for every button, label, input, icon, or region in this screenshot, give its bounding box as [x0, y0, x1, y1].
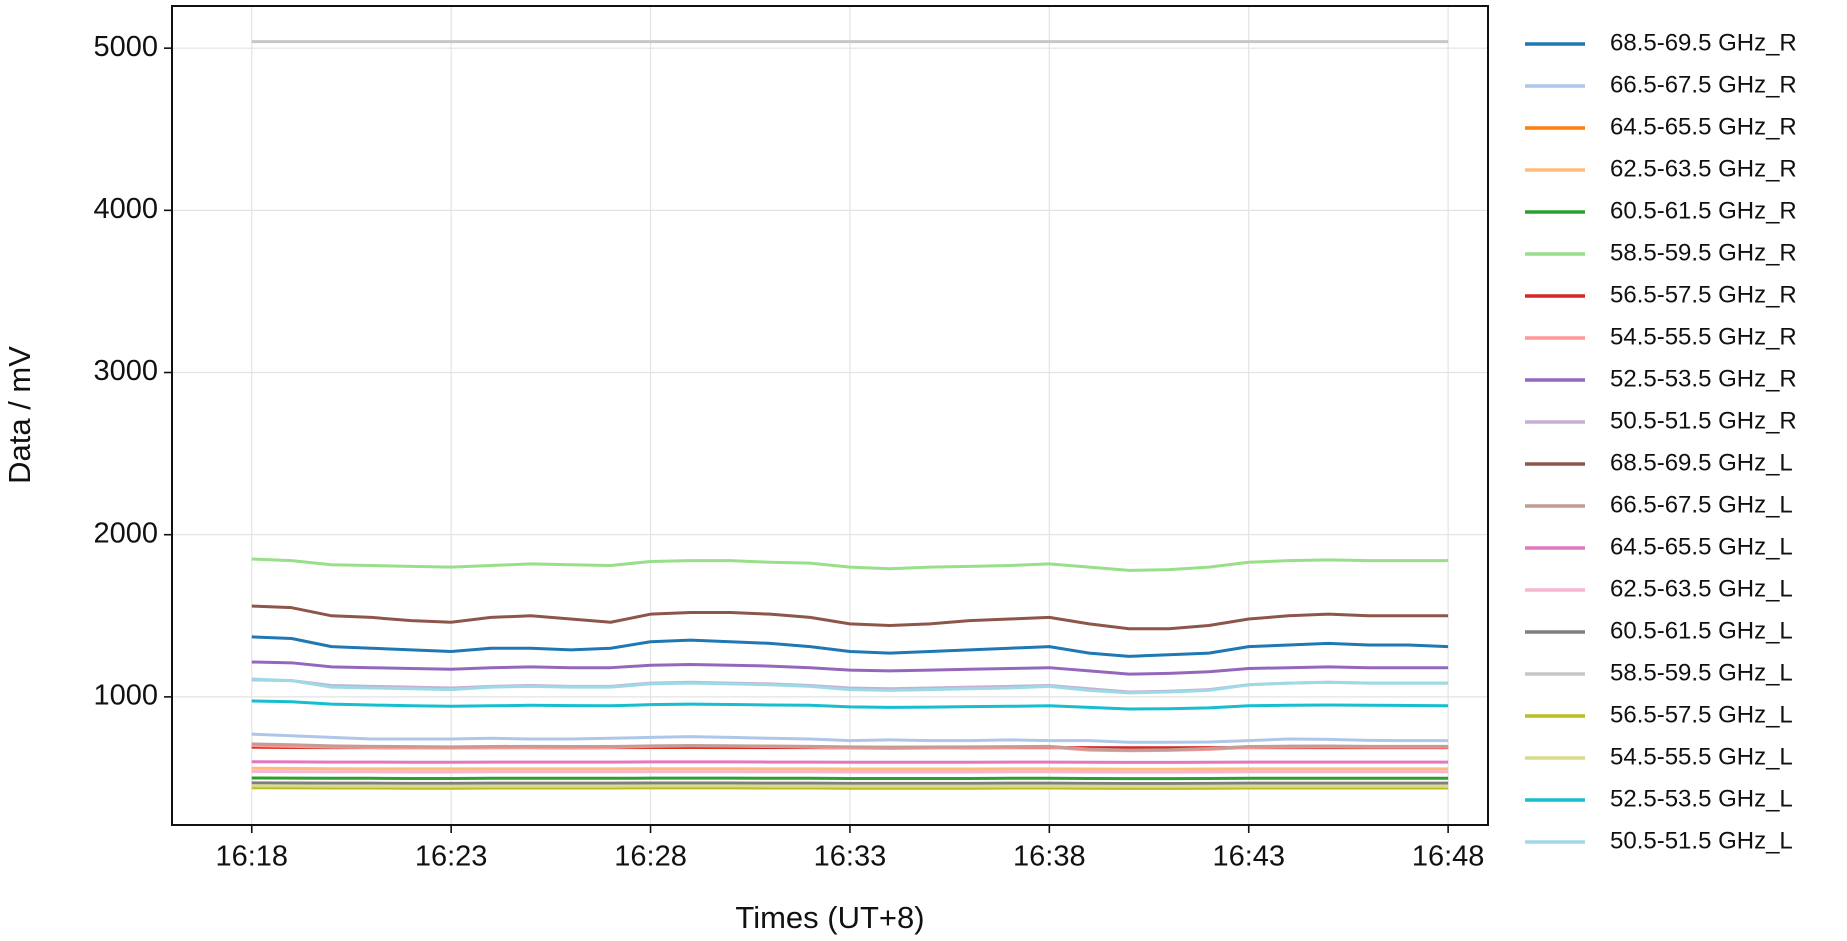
y-tick-label: 3000 [93, 355, 158, 387]
legend-label: 56.5-57.5 GHz_L [1610, 701, 1793, 728]
series-line [251, 786, 1449, 790]
legend-label: 54.5-55.5 GHz_R [1610, 323, 1797, 350]
y-axis-label: Data / mV [2, 346, 37, 484]
legend-label: 60.5-61.5 GHz_R [1610, 197, 1797, 224]
legend-label: 62.5-63.5 GHz_L [1610, 575, 1793, 602]
legend-label: 56.5-57.5 GHz_R [1610, 281, 1797, 308]
plot-frame [171, 5, 1489, 826]
series-line [251, 781, 1449, 785]
x-tick-label: 16:38 [1013, 841, 1086, 873]
legend-label: 58.5-59.5 GHz_R [1610, 239, 1797, 266]
legend-label: 50.5-51.5 GHz_R [1610, 407, 1797, 434]
series-line [251, 677, 1449, 695]
legend-label: 68.5-69.5 GHz_L [1610, 449, 1793, 476]
series-line [251, 760, 1449, 764]
series-line [251, 557, 1449, 572]
series-line [251, 604, 1449, 631]
x-tick-label: 16:18 [215, 841, 288, 873]
y-tick-label: 4000 [93, 193, 158, 225]
series-line [251, 732, 1449, 744]
x-tick-label: 16:33 [814, 841, 887, 873]
y-tick-label: 2000 [93, 517, 158, 549]
series-line [251, 766, 1449, 771]
series-line [251, 784, 1449, 788]
series-line [251, 660, 1449, 676]
legend-label: 60.5-61.5 GHz_L [1610, 617, 1793, 644]
series-line [251, 769, 1449, 774]
x-tick-label: 16:48 [1412, 841, 1485, 873]
legend-label: 64.5-65.5 GHz_R [1610, 113, 1797, 140]
series-line [251, 635, 1449, 658]
legend-label: 64.5-65.5 GHz_L [1610, 533, 1793, 560]
legend-label: 54.5-55.5 GHz_L [1610, 743, 1793, 770]
legend-label: 58.5-59.5 GHz_L [1610, 659, 1793, 686]
y-tick-label: 1000 [93, 680, 158, 712]
legend-label: 66.5-67.5 GHz_R [1610, 71, 1797, 98]
legend-label: 62.5-63.5 GHz_R [1610, 155, 1797, 182]
legend-label: 68.5-69.5 GHz_R [1610, 29, 1797, 56]
x-axis-label: Times (UT+8) [735, 900, 924, 935]
series-line [251, 742, 1449, 752]
series-line [251, 699, 1449, 711]
y-tick-label: 5000 [93, 31, 158, 63]
legend-label: 52.5-53.5 GHz_R [1610, 365, 1797, 392]
x-tick-label: 16:43 [1212, 841, 1285, 873]
legend-label: 66.5-67.5 GHz_L [1610, 491, 1793, 518]
legend-label: 50.5-51.5 GHz_L [1610, 827, 1793, 854]
legend-label: 52.5-53.5 GHz_L [1610, 785, 1793, 812]
series-line [251, 776, 1449, 781]
x-tick-label: 16:28 [614, 841, 687, 873]
x-tick-label: 16:23 [415, 841, 488, 873]
